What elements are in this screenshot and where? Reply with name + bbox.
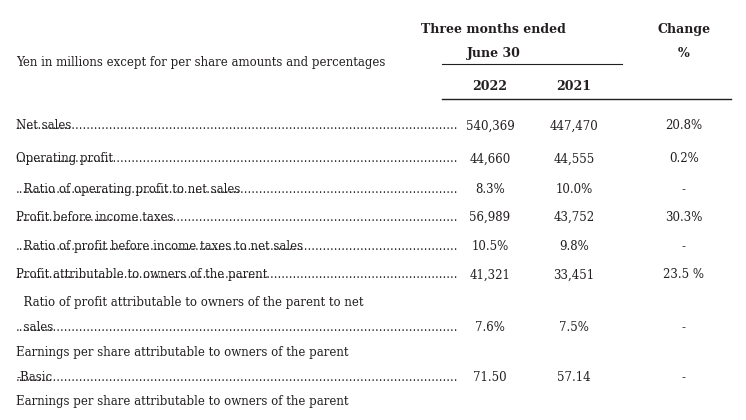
Text: Net sales: Net sales [16,119,72,132]
Text: ................................................................................: ........................................… [16,211,746,224]
Text: -Basic: -Basic [16,371,52,384]
Text: 7.6%: 7.6% [475,321,505,334]
Text: 41,321: 41,321 [469,268,510,281]
Text: 43,752: 43,752 [554,211,595,224]
Text: 33,451: 33,451 [554,268,595,281]
Text: ................................................................................: ........................................… [16,268,746,281]
Text: 44,555: 44,555 [554,152,595,165]
Text: 447,470: 447,470 [550,119,598,132]
Text: -: - [682,371,686,384]
Text: Ratio of operating profit to net sales: Ratio of operating profit to net sales [16,183,241,196]
Text: 23.5 %: 23.5 % [663,268,704,281]
Text: Profit before income taxes: Profit before income taxes [16,211,174,224]
Text: ................................................................................: ........................................… [16,183,746,196]
Text: sales: sales [16,321,54,334]
Text: -: - [682,321,686,334]
Text: ................................................................................: ........................................… [16,119,746,132]
Text: -: - [682,240,686,253]
Text: -: - [682,183,686,196]
Text: 57.14: 57.14 [557,371,591,384]
Text: 10.0%: 10.0% [556,183,592,196]
Text: ................................................................................: ........................................… [16,321,746,334]
Text: 0.2%: 0.2% [669,152,698,165]
Text: 10.5%: 10.5% [471,240,509,253]
Text: 30.3%: 30.3% [665,211,703,224]
Text: 2022: 2022 [472,80,507,93]
Text: June 30: June 30 [467,47,521,60]
Text: 20.8%: 20.8% [665,119,702,132]
Text: Earnings per share attributable to owners of the parent: Earnings per share attributable to owner… [16,346,348,359]
Text: 9.8%: 9.8% [560,240,589,253]
Text: 2021: 2021 [557,80,592,93]
Text: ................................................................................: ........................................… [16,152,746,165]
Text: Yen in millions except for per share amounts and percentages: Yen in millions except for per share amo… [16,55,386,68]
Text: 540,369: 540,369 [466,119,514,132]
Text: Three months ended: Three months ended [421,23,566,36]
Text: 8.3%: 8.3% [475,183,505,196]
Text: Earnings per share attributable to owners of the parent: Earnings per share attributable to owner… [16,395,348,408]
Text: %: % [678,47,689,60]
Text: Ratio of profit before income taxes to net sales: Ratio of profit before income taxes to n… [16,240,304,253]
Text: 44,660: 44,660 [469,152,510,165]
Text: Change: Change [657,23,710,36]
Text: 7.5%: 7.5% [559,321,589,334]
Text: 71.50: 71.50 [473,371,507,384]
Text: ................................................................................: ........................................… [16,240,746,253]
Text: 56,989: 56,989 [469,211,510,224]
Text: Profit attributable to owners of the parent: Profit attributable to owners of the par… [16,268,268,281]
Text: Operating profit: Operating profit [16,152,113,165]
Text: Ratio of profit attributable to owners of the parent to net: Ratio of profit attributable to owners o… [16,296,364,309]
Text: ................................................................................: ........................................… [16,371,746,384]
